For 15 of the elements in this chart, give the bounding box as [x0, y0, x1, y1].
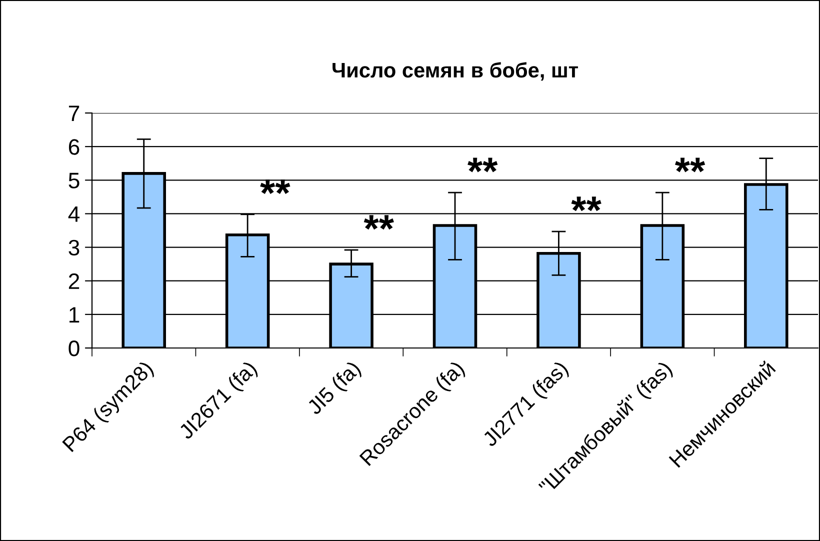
y-tick-label: 2 — [68, 273, 80, 289]
annotation: ** — [260, 180, 290, 194]
y-tick-label: 3 — [68, 240, 80, 256]
y-tick-label: 0 — [68, 340, 80, 356]
y-tick-label: 7 — [68, 106, 80, 122]
x-tick-label: JI5 (fa) — [306, 360, 364, 418]
chart-title: Число семян в бобе, шт — [332, 62, 578, 81]
annotation: ** — [364, 215, 394, 230]
y-tick-label: 4 — [68, 206, 80, 222]
annotation: ** — [674, 158, 706, 172]
y-tick-label: 5 — [68, 172, 80, 188]
annotation: ** — [468, 158, 498, 172]
y-tick-label: 6 — [68, 139, 80, 155]
y-tick-label: 1 — [70, 307, 80, 322]
annotation: ** — [571, 196, 602, 212]
